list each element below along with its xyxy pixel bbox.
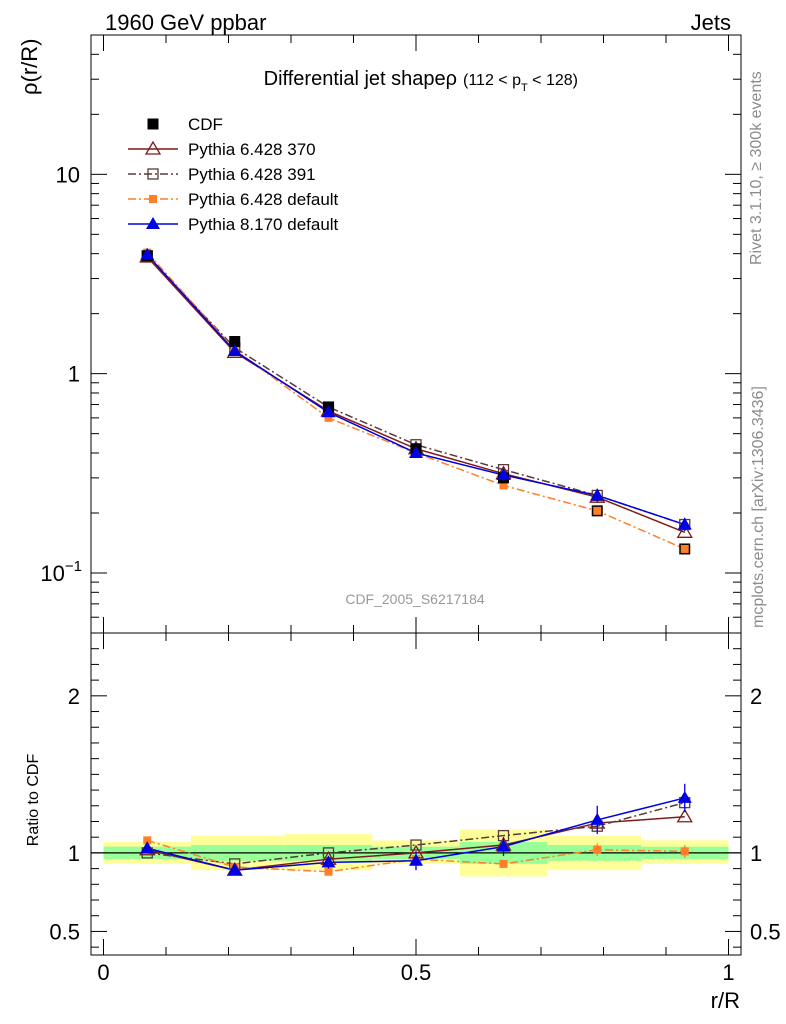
- ratio-ytick-label-right: 2: [750, 684, 762, 709]
- ratio-ytick-label-left: 0.5: [49, 919, 80, 944]
- ratio-panel-frame: [90, 632, 742, 956]
- legend-entry-label: CDF: [188, 115, 223, 134]
- analysis-label: CDF_2005_S6217184: [345, 591, 485, 607]
- rivet-label: Rivet 3.1.10, ≥ 300k events: [748, 71, 765, 265]
- header-right: Jets: [691, 10, 731, 35]
- ratio-data-point: [143, 836, 152, 845]
- main-ytick-label: 10−1: [40, 558, 82, 586]
- main-data-point: [409, 445, 423, 458]
- main-data-point: [321, 405, 336, 418]
- ratio-ytick-label-left: 2: [68, 684, 80, 709]
- main-series-line: [146, 255, 685, 526]
- ratio-ytick-label-left: 1: [68, 841, 80, 866]
- main-data-point: [499, 481, 508, 490]
- main-data-point: [140, 247, 155, 260]
- cdf-data-point: [229, 335, 241, 347]
- main-series-line: [146, 252, 686, 550]
- ratio-ylabel: Ratio to CDF: [25, 754, 42, 847]
- ratio-data-point: [140, 841, 155, 854]
- ratio-data-point: [227, 863, 242, 876]
- main-series-line: [146, 256, 686, 534]
- x-tick-label: 0: [97, 960, 109, 985]
- title-cut-sub: T: [521, 82, 528, 94]
- main-ylabel: ρ(r/R): [17, 39, 42, 96]
- main-data-point: [227, 343, 242, 356]
- ratio-data-point: [410, 839, 422, 851]
- header-left: 1960 GeV ppbar: [105, 10, 266, 35]
- x-axis-label: r/R: [711, 988, 740, 1013]
- legend-marker: [144, 140, 162, 155]
- legend-marker: [149, 195, 157, 203]
- chart-title: Differential jet shapeρ: [264, 68, 457, 90]
- chart-title-cut: (112 < pT < 128): [463, 72, 578, 94]
- title-cut-prefix: (112 < p: [463, 72, 521, 89]
- main-ytick-label: 10: [56, 162, 80, 187]
- overlay-point: [680, 544, 689, 553]
- legend-marker: [147, 118, 159, 130]
- ratio-data-point: [324, 867, 333, 876]
- ratio-ytick-label-right: 1: [750, 841, 762, 866]
- legend-entry-label: Pythia 6.428 default: [188, 190, 339, 209]
- ratio-ytick-label-right: 0.5: [750, 919, 781, 944]
- ratio-data-point: [676, 808, 693, 823]
- x-tick-label: 1: [722, 960, 734, 985]
- ratio-data-point: [499, 859, 508, 868]
- legend-entry-label: Pythia 6.428 370: [188, 140, 316, 159]
- main-data-point: [324, 413, 333, 422]
- main-series-line: [146, 254, 685, 526]
- legend-entry-label: Pythia 6.428 391: [188, 165, 316, 184]
- title-cut-suffix: < 128): [528, 72, 578, 89]
- legend-marker: [146, 217, 160, 229]
- legend-marker: [147, 168, 159, 180]
- mcplots-label: mcplots.cern.ch [arXiv:1306.3436]: [750, 386, 767, 628]
- x-tick-label: 0.5: [401, 960, 432, 985]
- main-ytick-label: 1: [68, 362, 80, 387]
- main-data-point: [676, 524, 693, 538]
- legend-entry-label: Pythia 8.170 default: [188, 215, 339, 234]
- overlay-point: [593, 506, 602, 515]
